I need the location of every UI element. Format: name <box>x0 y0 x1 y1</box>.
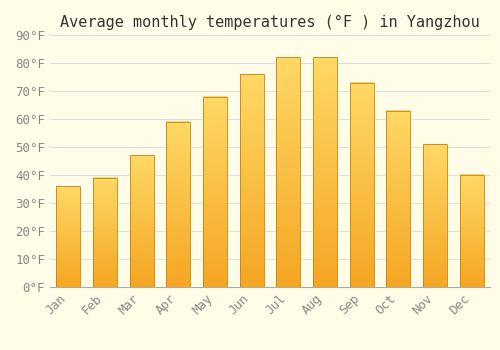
Bar <box>313 57 337 287</box>
Bar <box>423 144 447 287</box>
Bar <box>130 155 154 287</box>
Bar <box>166 122 190 287</box>
Bar <box>276 57 300 287</box>
Bar <box>93 178 117 287</box>
Bar <box>203 97 227 287</box>
Title: Average monthly temperatures (°F ) in Yangzhou: Average monthly temperatures (°F ) in Ya… <box>60 15 480 30</box>
Bar <box>240 74 264 287</box>
Bar <box>460 175 483 287</box>
Bar <box>350 83 374 287</box>
Bar <box>56 186 80 287</box>
Bar <box>386 111 410 287</box>
